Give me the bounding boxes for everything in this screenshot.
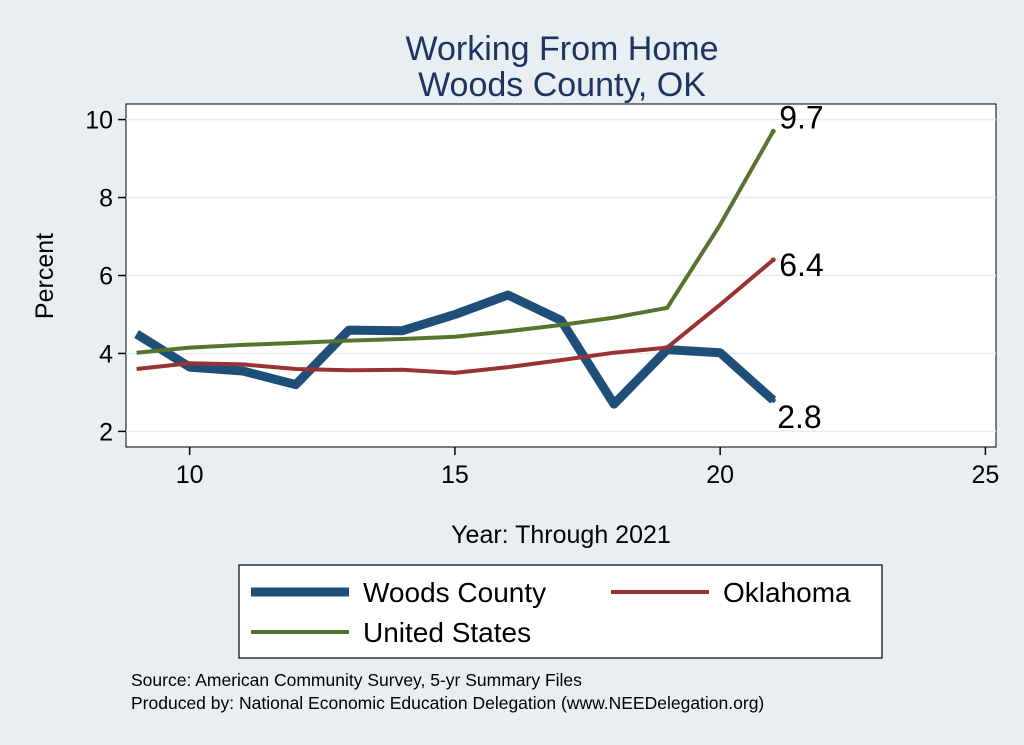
legend-label-oklahoma: Oklahoma (723, 577, 851, 608)
y-tick-label-6: 6 (99, 263, 113, 291)
legend-label-united-states: United States (363, 617, 531, 648)
axes: 2 4 6 8 10 10 15 20 25 (85, 107, 999, 489)
series-endpoint-woods-county (770, 397, 776, 403)
series-line-united-states (136, 130, 775, 355)
end-label-woods-county: 2.8 (777, 399, 821, 435)
end-label-oklahoma: 6.4 (779, 247, 823, 283)
gridlines (126, 118, 996, 433)
series-endpoint-united-states (770, 128, 776, 134)
producer-note: Produced by: National Economic Education… (131, 693, 764, 713)
y-tick-label-4: 4 (99, 340, 113, 368)
x-tick-label-10: 10 (176, 461, 204, 489)
chart-title-line-2: Woods County, OK (418, 66, 706, 104)
x-tick-label-15: 15 (441, 461, 469, 489)
source-notes: Source: American Community Survey, 5-yr … (131, 670, 764, 713)
x-tick-label-25: 25 (971, 461, 999, 489)
legend: Woods County Oklahoma United States (238, 564, 883, 659)
legend-label-woods-county: Woods County (363, 577, 546, 608)
x-tick-label-20: 20 (706, 461, 734, 489)
end-label-united-states: 9.7 (779, 99, 823, 135)
x-axis-title: Year: Through 2021 (451, 521, 671, 549)
end-labels: 2.8 6.4 9.7 (777, 99, 823, 435)
y-axis-title: Percent (31, 233, 59, 319)
y-tick-label-10: 10 (85, 107, 113, 135)
legend-box (238, 564, 883, 659)
y-tick-label-8: 8 (99, 185, 113, 213)
series-endpoint-oklahoma (770, 257, 776, 263)
chart-title: Working From Home Woods County, OK (406, 30, 719, 104)
source-note: Source: American Community Survey, 5-yr … (131, 670, 582, 690)
chart-title-line-1: Working From Home (406, 30, 719, 68)
series-line-oklahoma (136, 258, 775, 375)
y-tick-label-2: 2 (99, 418, 113, 446)
series-lines (134, 128, 777, 409)
